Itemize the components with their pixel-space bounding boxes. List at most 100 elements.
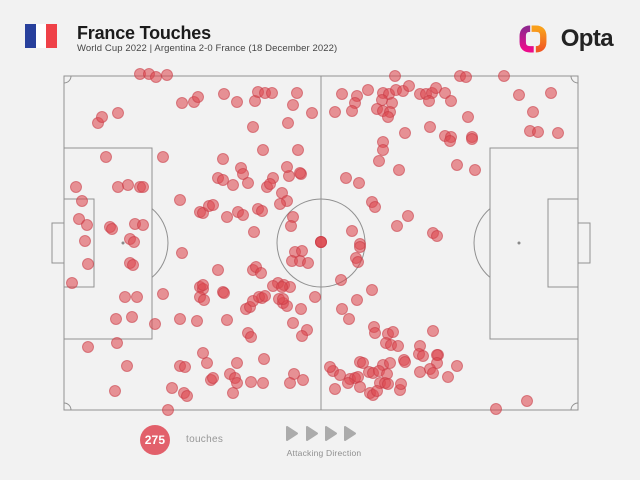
touch-dot bbox=[258, 353, 270, 365]
touch-dot bbox=[284, 377, 296, 389]
touch-dot bbox=[357, 357, 369, 369]
touch-dot bbox=[70, 181, 82, 193]
touch-dot bbox=[191, 315, 203, 327]
touch-dot bbox=[237, 209, 249, 221]
touch-dot bbox=[382, 111, 394, 123]
touch-dot bbox=[427, 325, 439, 337]
touch-dot bbox=[417, 350, 429, 362]
touch-dot bbox=[122, 179, 134, 191]
touch-dot bbox=[403, 80, 415, 92]
touch-dot bbox=[296, 330, 308, 342]
arrow-right-icon bbox=[325, 426, 337, 441]
touch-dot bbox=[197, 347, 209, 359]
touch-dot bbox=[362, 84, 374, 96]
touch-dot bbox=[231, 357, 243, 369]
touch-dot bbox=[212, 264, 224, 276]
touch-dot bbox=[334, 369, 346, 381]
touch-dot bbox=[181, 390, 193, 402]
touches-count-badge: 275 bbox=[140, 425, 170, 455]
touch-dot bbox=[340, 172, 352, 184]
touch-dot bbox=[427, 367, 439, 379]
touch-dot bbox=[137, 181, 149, 193]
touch-dot bbox=[399, 127, 411, 139]
touch-dot bbox=[137, 219, 149, 231]
opta-logo-icon bbox=[519, 25, 547, 53]
touch-dot bbox=[285, 220, 297, 232]
touch-dot bbox=[176, 97, 188, 109]
touch-dot bbox=[395, 378, 407, 390]
touch-dot bbox=[207, 372, 219, 384]
touch-dot bbox=[81, 219, 93, 231]
touch-dot bbox=[128, 236, 140, 248]
touch-dot bbox=[462, 111, 474, 123]
touch-dot bbox=[451, 159, 463, 171]
touch-dot bbox=[281, 161, 293, 173]
touch-dot bbox=[521, 395, 533, 407]
touch-dot bbox=[162, 404, 174, 416]
touch-dot bbox=[287, 99, 299, 111]
touch-dot bbox=[451, 360, 463, 372]
touch-dot bbox=[498, 70, 510, 82]
touch-dot bbox=[335, 274, 347, 286]
france-flag-icon bbox=[25, 24, 57, 48]
touch-dot bbox=[513, 89, 525, 101]
touch-dots bbox=[66, 68, 564, 416]
touch-dot bbox=[354, 241, 366, 253]
touch-dot bbox=[460, 71, 472, 83]
touch-dot bbox=[110, 313, 122, 325]
touch-dot bbox=[73, 213, 85, 225]
touch-dot bbox=[346, 105, 358, 117]
touch-dot bbox=[179, 361, 191, 373]
touch-dot bbox=[161, 69, 173, 81]
touch-dot bbox=[292, 144, 304, 156]
touch-dot bbox=[336, 88, 348, 100]
touch-dot bbox=[377, 144, 389, 156]
touch-dot bbox=[174, 194, 186, 206]
touch-dot bbox=[552, 127, 564, 139]
touch-dot bbox=[227, 179, 239, 191]
touch-dot bbox=[131, 291, 143, 303]
touch-dot bbox=[399, 356, 411, 368]
touch-dot bbox=[392, 340, 404, 352]
touch-dot bbox=[295, 303, 307, 315]
touch-dot bbox=[276, 281, 288, 293]
touch-dot bbox=[109, 385, 121, 397]
touch-dot bbox=[198, 294, 210, 306]
touch-dot bbox=[296, 245, 308, 257]
touch-dot bbox=[302, 257, 314, 269]
touch-dot bbox=[166, 382, 178, 394]
touch-dot bbox=[469, 164, 481, 176]
touch-dot bbox=[373, 155, 385, 167]
touch-dot bbox=[149, 318, 161, 330]
touch-dot bbox=[207, 199, 219, 211]
touch-dot bbox=[354, 381, 366, 393]
touch-dot bbox=[227, 387, 239, 399]
touch-dot bbox=[112, 181, 124, 193]
page-subtitle: World Cup 2022 | Argentina 2-0 France (1… bbox=[77, 43, 338, 54]
touch-dot bbox=[248, 226, 260, 238]
touches-label: touches bbox=[186, 434, 224, 445]
touch-dot bbox=[324, 361, 336, 373]
touch-dot bbox=[297, 374, 309, 386]
touch-dot bbox=[82, 341, 94, 353]
touch-dot bbox=[221, 314, 233, 326]
touch-dot bbox=[264, 178, 276, 190]
touch-dot bbox=[352, 256, 364, 268]
brand-wordmark: Opta bbox=[560, 25, 614, 52]
arrow-right-icon bbox=[344, 426, 356, 441]
touch-dot bbox=[231, 377, 243, 389]
touch-dot bbox=[439, 87, 451, 99]
touch-dot bbox=[431, 230, 443, 242]
touch-dot bbox=[245, 376, 257, 388]
touch-dot bbox=[430, 82, 442, 94]
touch-dot bbox=[382, 378, 394, 390]
touch-dot bbox=[237, 168, 249, 180]
touch-dot bbox=[329, 106, 341, 118]
touch-dot bbox=[96, 111, 108, 123]
touch-dot bbox=[266, 87, 278, 99]
touch-dot bbox=[282, 117, 294, 129]
touch-dot bbox=[414, 366, 426, 378]
arrow-right-icon bbox=[306, 426, 318, 441]
touch-dot bbox=[217, 174, 229, 186]
